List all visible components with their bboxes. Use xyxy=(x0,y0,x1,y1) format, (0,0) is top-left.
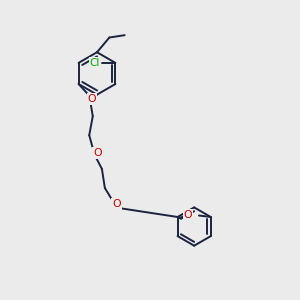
Text: O: O xyxy=(88,94,97,104)
Text: Cl: Cl xyxy=(90,58,100,68)
Text: O: O xyxy=(112,199,121,209)
Text: O: O xyxy=(184,210,192,220)
Text: O: O xyxy=(93,148,101,158)
